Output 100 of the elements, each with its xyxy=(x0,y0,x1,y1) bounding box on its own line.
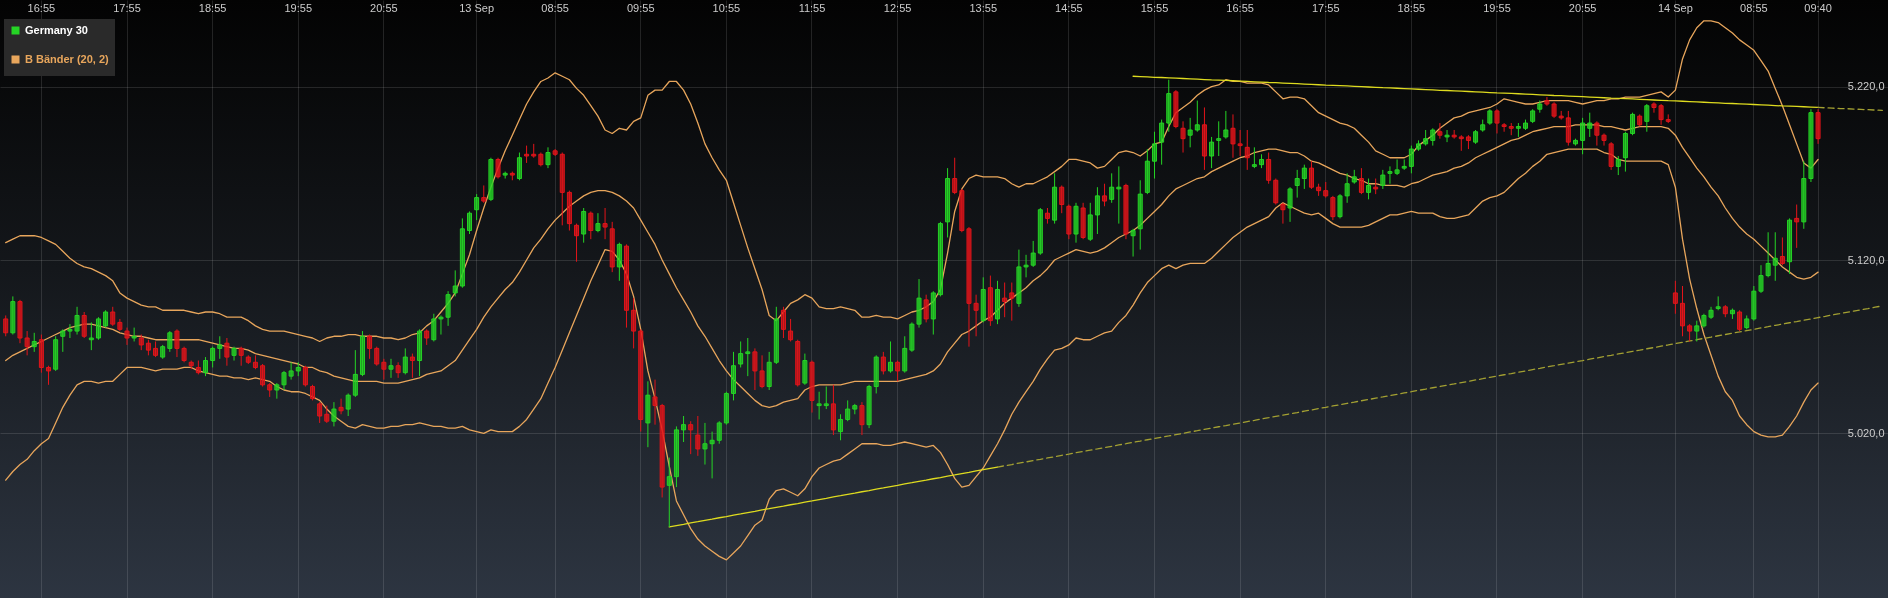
candlestick xyxy=(1009,282,1015,322)
candlestick xyxy=(1094,186,1100,235)
candlestick xyxy=(788,318,794,342)
candlestick xyxy=(1630,112,1636,136)
x-tick-label: 08:55 xyxy=(1740,1,1768,14)
candlestick xyxy=(1580,117,1586,155)
x-tick-label: 15:55 xyxy=(1140,1,1169,14)
candlestick xyxy=(1794,204,1800,249)
candlestick xyxy=(317,401,323,424)
candlestick xyxy=(1002,282,1008,318)
candlestick xyxy=(602,207,608,240)
x-tick-label: 12:55 xyxy=(883,1,912,14)
candlestick xyxy=(1366,178,1372,200)
candlestick xyxy=(1194,100,1200,133)
legend-label: B Bänder (20, 2) xyxy=(25,52,110,65)
candlestick xyxy=(1187,117,1193,148)
candlestick xyxy=(1680,285,1685,337)
candlestick xyxy=(1737,309,1743,332)
x-tick-label: 20:55 xyxy=(1568,1,1597,14)
candlestick xyxy=(60,328,66,353)
candlestick xyxy=(131,327,137,342)
candlestick xyxy=(260,363,266,388)
y-tick-label: 5.020,0 xyxy=(1847,426,1885,439)
candlestick xyxy=(780,306,786,339)
candlestick xyxy=(431,313,437,342)
x-tick-label: 10:55 xyxy=(712,1,741,14)
candlestick xyxy=(1116,165,1122,225)
candlestick xyxy=(802,353,808,386)
x-tick-label: 08:55 xyxy=(541,1,569,14)
candlestick xyxy=(1159,119,1165,166)
candlestick xyxy=(1301,164,1307,190)
candlestick xyxy=(695,415,701,457)
candlestick xyxy=(1408,145,1414,174)
candlestick xyxy=(203,356,208,377)
candlestick xyxy=(887,340,893,374)
x-tick-label: 14 Sep xyxy=(1657,1,1693,14)
x-tick-label: 16:55 xyxy=(1226,1,1254,14)
candlestick xyxy=(402,347,408,375)
candlestick xyxy=(595,212,601,233)
candlestick xyxy=(895,360,901,382)
candlestick xyxy=(381,358,387,381)
candlestick xyxy=(816,391,822,420)
candlestick xyxy=(588,210,594,240)
candlestick xyxy=(923,294,929,323)
candlestick xyxy=(474,193,480,221)
candlestick xyxy=(1501,122,1507,133)
y-tick-label: 5.220,0 xyxy=(1847,80,1885,93)
candlestick xyxy=(652,379,658,426)
candlestick xyxy=(1694,320,1700,342)
candlestick xyxy=(1223,110,1229,140)
candlestick xyxy=(1587,112,1593,138)
candlestick xyxy=(1330,195,1336,221)
candlestick xyxy=(1444,129,1450,143)
candlestick xyxy=(581,207,587,244)
candlestick xyxy=(745,337,751,377)
candlestick xyxy=(631,297,637,349)
candlestick xyxy=(1608,141,1614,171)
candlestick xyxy=(210,346,216,368)
candlestick xyxy=(467,210,472,235)
x-tick-label: 09:55 xyxy=(626,1,655,14)
candlestick xyxy=(1180,120,1186,154)
candlestick xyxy=(1280,202,1286,225)
candlestick xyxy=(838,413,844,441)
line-series xyxy=(1132,75,1819,109)
candlestick xyxy=(952,157,958,195)
line-series xyxy=(5,124,1819,408)
candlestick xyxy=(388,358,394,379)
candlestick xyxy=(845,399,851,422)
candlestick xyxy=(902,335,908,374)
candlestick xyxy=(238,346,244,367)
candlestick xyxy=(1102,183,1108,207)
legend-label: Germany 30 xyxy=(25,23,88,36)
x-tick-label: 16:55 xyxy=(27,1,56,14)
candlestick xyxy=(395,361,401,379)
x-tick-label: 13:55 xyxy=(969,1,998,14)
candlestick xyxy=(1358,167,1364,195)
candlestick xyxy=(1109,172,1115,204)
candlestick xyxy=(409,353,415,379)
x-tick-label: 11:55 xyxy=(798,1,826,14)
candlestick xyxy=(345,392,351,417)
candlestick xyxy=(217,335,223,360)
candlestick xyxy=(1772,231,1778,282)
candlestick xyxy=(81,311,87,339)
candlestick xyxy=(88,321,94,351)
candlestick xyxy=(302,365,308,388)
candlestick xyxy=(1287,186,1293,223)
candlestick xyxy=(1266,152,1272,185)
candlestick xyxy=(1308,160,1314,190)
candlestick xyxy=(1216,120,1222,157)
candlestick xyxy=(1130,228,1136,258)
line-series xyxy=(996,305,1883,468)
candlestick xyxy=(545,146,551,169)
candlestick xyxy=(516,152,522,181)
candlestick xyxy=(1294,169,1300,199)
x-tick-label: 19:55 xyxy=(1483,1,1511,14)
candlestick xyxy=(124,327,130,346)
candlestick xyxy=(1030,240,1036,268)
candlestick xyxy=(452,269,458,297)
candlestick xyxy=(1380,169,1386,190)
candlestick xyxy=(1151,131,1157,180)
